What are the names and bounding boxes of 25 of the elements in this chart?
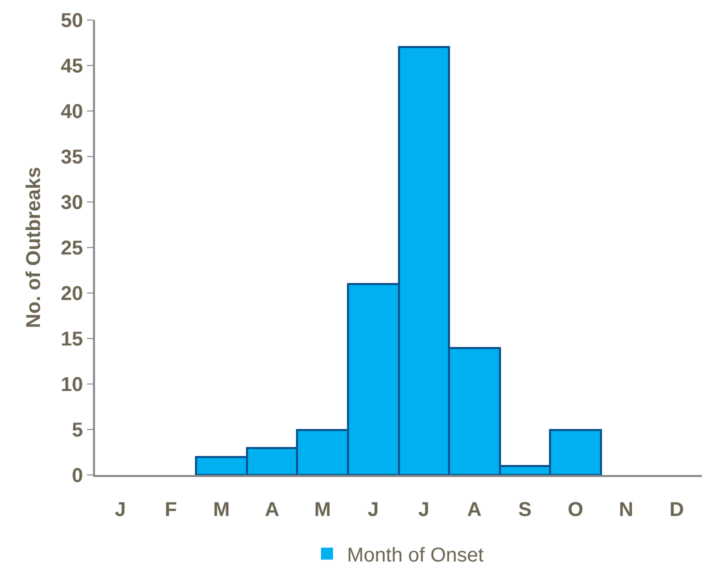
y-axis-title: No. of Outbreaks bbox=[22, 166, 45, 328]
x-tick-label: O bbox=[568, 499, 584, 521]
x-tick-label: M bbox=[314, 499, 331, 521]
y-tick-label: 40 bbox=[60, 101, 83, 123]
x-tick-label: A bbox=[264, 499, 280, 521]
x-tick-label: A bbox=[467, 499, 482, 521]
x-tick-label: M bbox=[213, 499, 230, 521]
legend-label: Month of Onset bbox=[347, 544, 484, 566]
x-tick-label: J bbox=[418, 499, 430, 521]
y-tick-label: 25 bbox=[60, 238, 83, 260]
y-tick-label: 15 bbox=[60, 328, 83, 350]
y-tick-label: 30 bbox=[60, 192, 83, 214]
y-tick-label: 20 bbox=[60, 283, 83, 305]
x-tick-label: D bbox=[669, 499, 684, 521]
y-tick-label: 10 bbox=[60, 374, 83, 396]
x-tick-label: J bbox=[368, 499, 379, 521]
x-tick-label: F bbox=[164, 499, 177, 521]
x-tick-label: N bbox=[618, 499, 634, 521]
y-tick-label: 50 bbox=[60, 10, 83, 32]
y-tick-label: 35 bbox=[60, 146, 83, 168]
x-tick-label: S bbox=[518, 499, 532, 521]
y-tick-label: 5 bbox=[72, 420, 83, 442]
y-tick-label: 45 bbox=[60, 56, 83, 78]
x-tick-label: J bbox=[114, 499, 126, 521]
y-tick-label: 0 bbox=[72, 465, 83, 487]
